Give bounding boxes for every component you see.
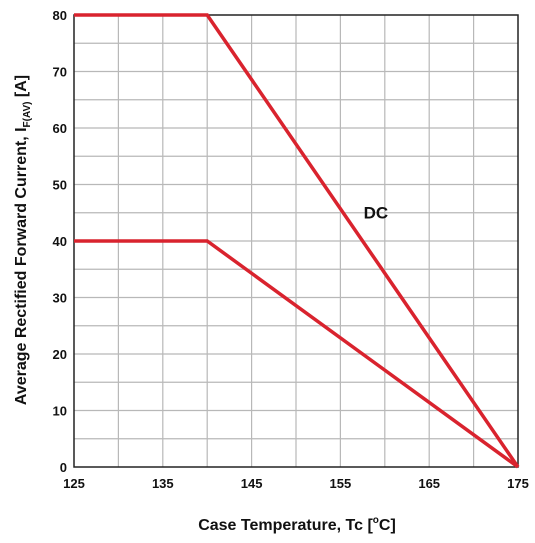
annotations: DC	[364, 203, 389, 222]
series-line-2	[74, 239, 520, 469]
x-tick-label: 175	[507, 476, 529, 491]
y-tick-label: 60	[53, 121, 67, 136]
y-tick-label: 80	[53, 8, 67, 23]
grid	[74, 15, 518, 467]
y-tick-label: 40	[53, 234, 67, 249]
y-tick-labels: 0 10 20 30 40 50 60 70 80	[53, 8, 67, 475]
annotation-label: DC	[364, 203, 389, 222]
x-tick-label: 165	[418, 476, 440, 491]
series-line-1	[74, 13, 520, 468]
x-tick-label: 135	[152, 476, 174, 491]
series-group	[74, 13, 520, 469]
y-tick-label: 10	[53, 404, 67, 419]
y-tick-label: 70	[53, 65, 67, 80]
x-tick-label: 125	[63, 476, 85, 491]
y-axis-title: Average Rectified Forward Current, IF(AV…	[13, 75, 33, 405]
x-tick-label: 155	[330, 476, 352, 491]
y-tick-label: 50	[53, 178, 67, 193]
x-tick-label: 145	[241, 476, 263, 491]
y-tick-label: 0	[60, 460, 67, 475]
x-axis-title: Case Temperature, Tc [oC]	[198, 515, 396, 534]
y-tick-label: 20	[53, 347, 67, 362]
y-tick-label: 30	[53, 291, 67, 306]
x-tick-labels: 125 135 145 155 165 175	[63, 476, 529, 491]
